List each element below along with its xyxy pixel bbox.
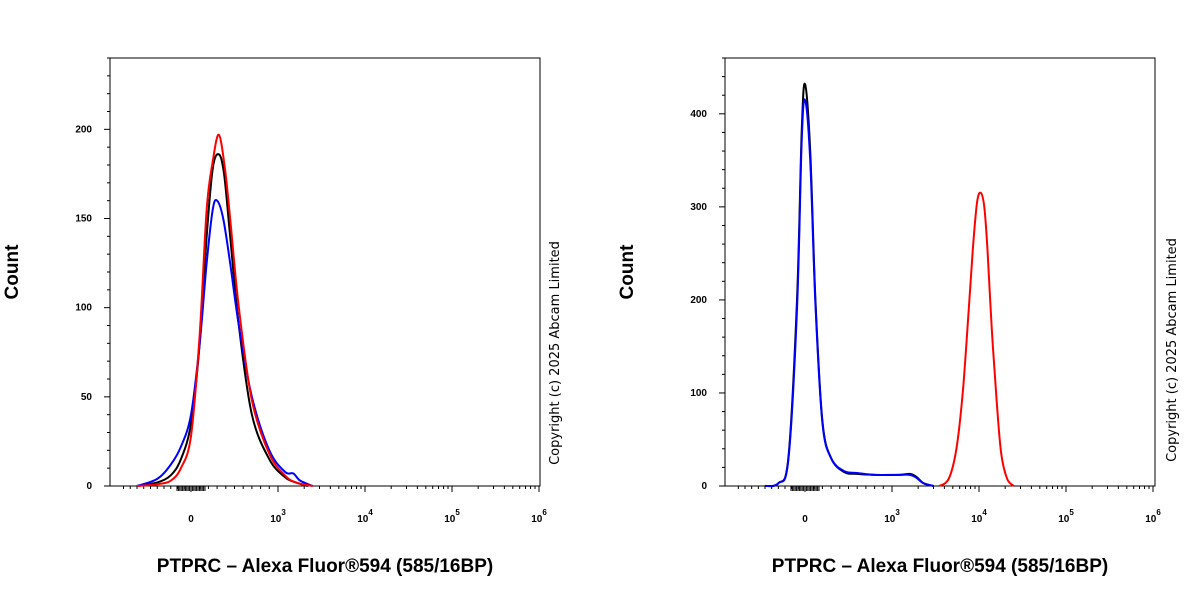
y-tick-label: 200	[690, 295, 707, 306]
x-tick-exponent: 6	[542, 508, 547, 517]
copyright-annotation: Copyright (c) 2025 Abcam Limited	[548, 241, 563, 465]
y-axis-title: Count	[2, 244, 23, 300]
x-tick-label: 106	[1145, 508, 1161, 525]
x-tick-label: 105	[444, 508, 460, 525]
y-tick-label: 50	[81, 392, 93, 403]
y-axis-title: Count	[617, 244, 638, 300]
x-tick-exponent: 4	[368, 508, 373, 517]
chart-1-svg: Count PTPRC – Alexa Fluor®594 (585/16BP)…	[2, 57, 563, 577]
series-line-2	[136, 133, 313, 487]
x-tick-exponent: 3	[895, 508, 900, 517]
x-tick-exponent: 5	[455, 508, 460, 517]
series-line-1	[764, 98, 934, 488]
x-tick-exponent: 4	[982, 508, 987, 517]
copyright-annotation: Copyright (c) 2025 Abcam Limited	[1165, 238, 1180, 462]
x-tick-label: 104	[971, 508, 987, 525]
series-line-1	[136, 198, 314, 487]
plot-frame	[109, 57, 541, 487]
x-tick-label: 103	[884, 508, 900, 525]
y-tick-label: 100	[690, 388, 707, 399]
x-tick-label: 0	[802, 514, 808, 525]
y-tick-label: 200	[75, 124, 92, 135]
x-tick-label: 0	[188, 514, 194, 525]
plot-frame	[724, 57, 1156, 487]
chart-2-svg: Count PTPRC – Alexa Fluor®594 (585/16BP)…	[617, 57, 1180, 577]
chart-panel-1: Count PTPRC – Alexa Fluor®594 (585/16BP)…	[2, 57, 563, 577]
x-tick-label: 104	[357, 508, 373, 525]
x-tick-exponent: 5	[1069, 508, 1074, 517]
x-tick-label: 103	[270, 508, 286, 525]
x-axis-title: PTPRC – Alexa Fluor®594 (585/16BP)	[157, 556, 493, 577]
series-line-0	[136, 153, 309, 487]
y-tick-label: 100	[75, 303, 92, 314]
chart-panel-2: Count PTPRC – Alexa Fluor®594 (585/16BP)…	[600, 0, 1200, 600]
x-axis-title: PTPRC – Alexa Fluor®594 (585/16BP)	[772, 556, 1108, 577]
x-tick-exponent: 6	[1156, 508, 1161, 517]
x-tick-label: 105	[1058, 508, 1074, 525]
y-tick-label: 300	[690, 202, 707, 213]
y-tick-label: 0	[86, 481, 92, 492]
y-tick-label: 400	[690, 109, 707, 120]
y-tick-label: 150	[75, 214, 92, 225]
y-tick-label: 0	[701, 481, 707, 492]
x-tick-exponent: 3	[281, 508, 286, 517]
x-tick-label: 106	[531, 508, 547, 525]
series-line-2	[938, 191, 1015, 487]
